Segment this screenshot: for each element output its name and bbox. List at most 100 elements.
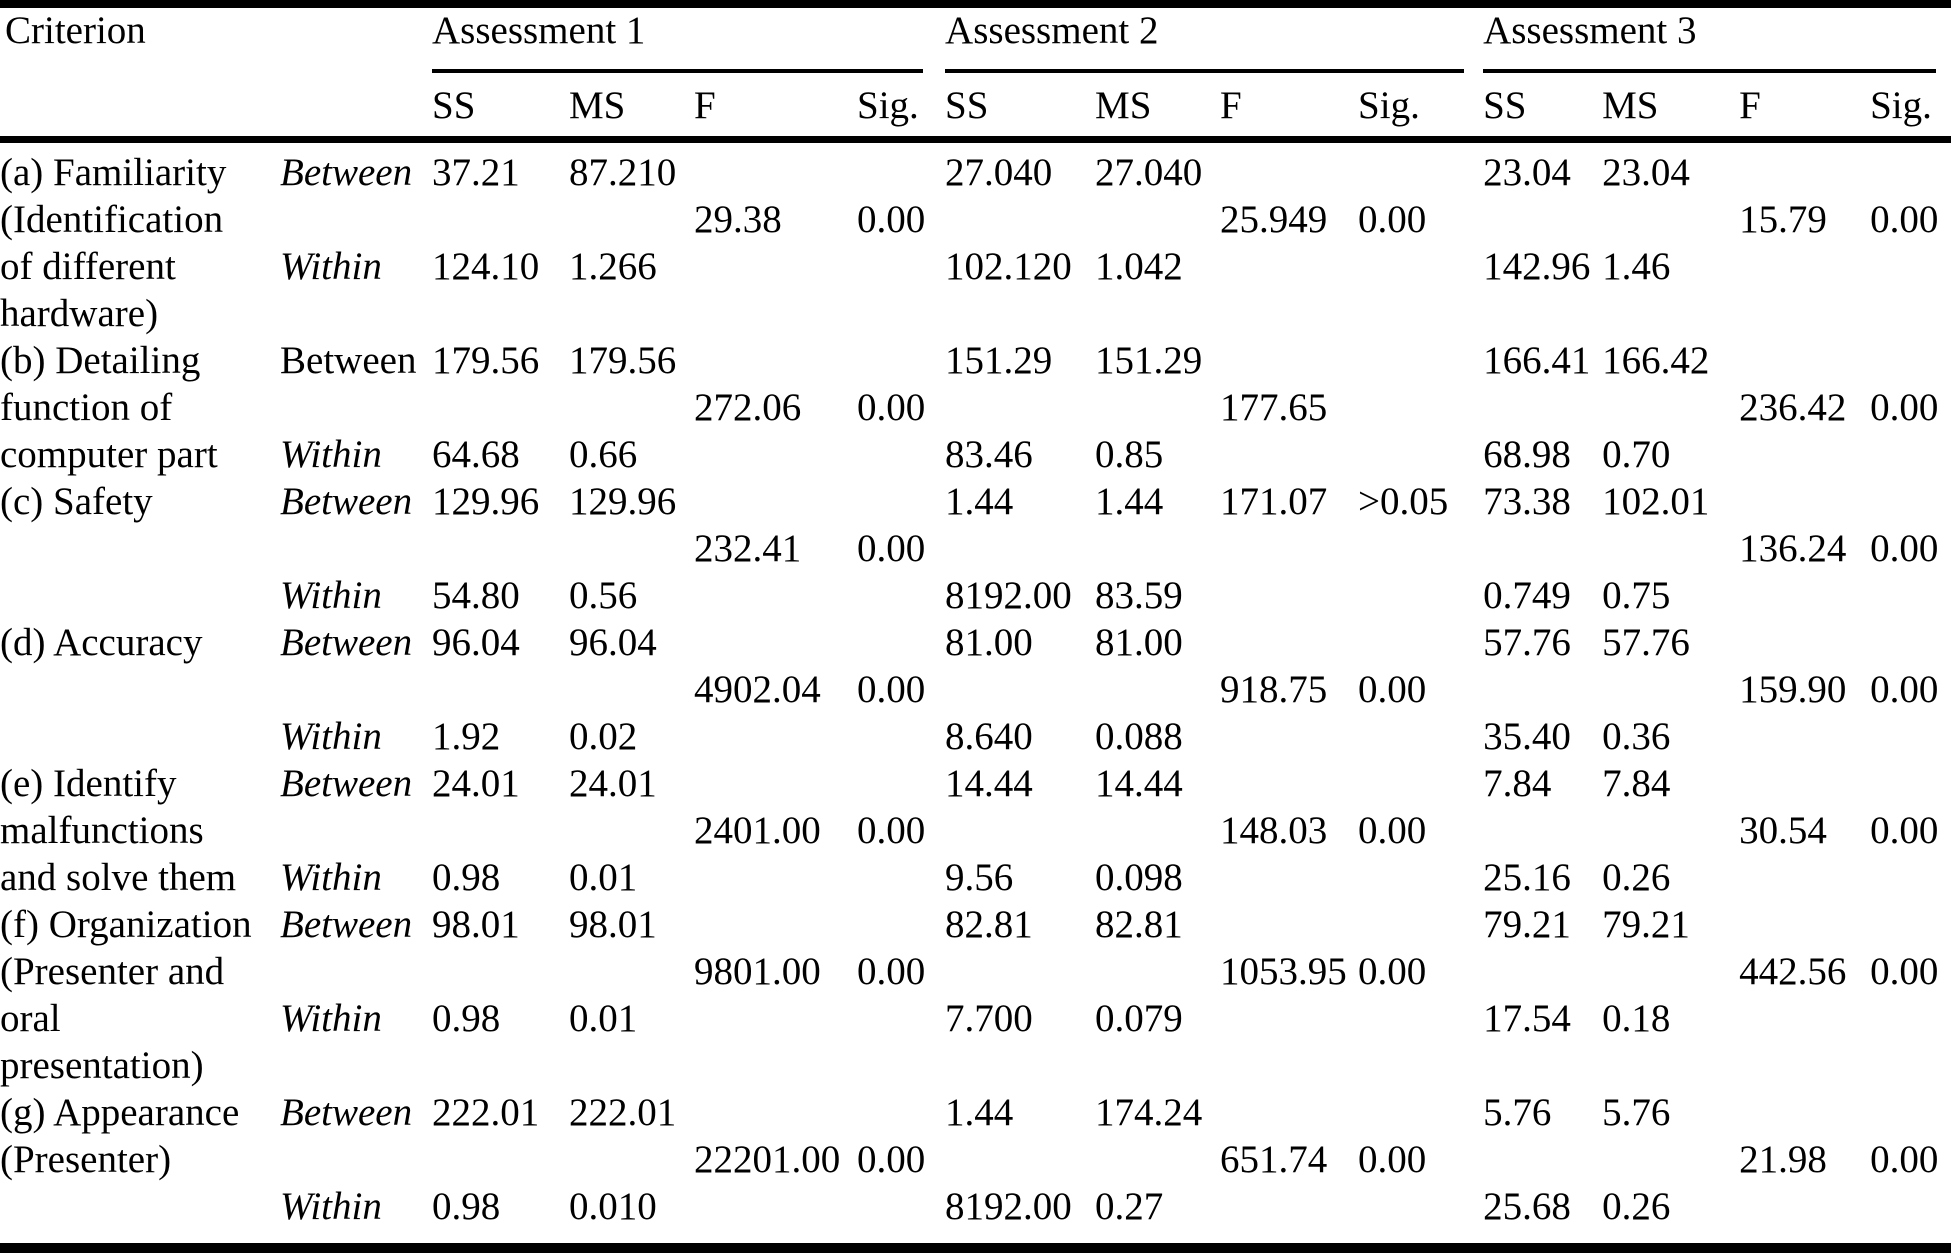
table-row: 4902.04 0.00 918.75 0.00 159.90 0.00: [0, 666, 1951, 713]
a3-f-cell: [1739, 290, 1870, 337]
a2-ss-cell: [945, 948, 1095, 995]
a1-ms-cell: 179.56: [569, 338, 677, 382]
a1-f-cell: [694, 713, 857, 760]
a1-ss-cell: 129.96: [432, 479, 540, 523]
a3-ms-cell: 0.75: [1602, 573, 1671, 617]
a3-f-cell: [1739, 572, 1870, 619]
a3-ms-cell: 166.42: [1602, 338, 1710, 382]
criterion-cell: (b) Detailing: [0, 338, 201, 382]
a2-ss-cell: 8192.00: [945, 573, 1072, 617]
a1-ms-cell: [569, 290, 694, 337]
a3-ss-header: SS: [1483, 73, 1603, 143]
a3-ms-cell: [1602, 196, 1739, 243]
a1-sig-cell: 0.00: [857, 808, 926, 852]
variance-source-cell: [280, 948, 432, 995]
a1-sig-cell: [857, 139, 945, 196]
variance-source-cell: [280, 196, 432, 243]
a1-sig-cell: [857, 290, 945, 337]
a1-ss-cell: 37.21: [432, 150, 520, 194]
a3-sig-cell: 0.00: [1870, 667, 1939, 711]
criterion-cell: (g) Appearance: [0, 1090, 240, 1134]
a2-sig-cell: 0.00: [1358, 808, 1427, 852]
a1-sig-cell: [857, 713, 945, 760]
criterion-cell: (a) Familiarity: [0, 150, 227, 194]
a3-ss-cell: [1483, 384, 1602, 431]
a2-f-cell: 171.07: [1220, 479, 1328, 523]
a2-f-cell: [1220, 337, 1358, 384]
a3-f-cell: [1739, 1183, 1870, 1230]
a3-f-cell: [1739, 139, 1870, 196]
criterion-cell: (c) Safety: [0, 479, 153, 523]
table-row: Within 0.98 0.010 8192.00 0.27 25.68 0.2…: [0, 1183, 1951, 1230]
a3-f-cell: [1739, 760, 1870, 807]
a1-sig-cell: [857, 619, 945, 666]
a1-sig-cell: 0.00: [857, 197, 926, 241]
table-row: oral Within 0.98 0.01 7.700 0.079 17.54 …: [0, 995, 1951, 1042]
a1-ss-cell: [432, 1136, 569, 1183]
a1-ss-cell: 0.98: [432, 855, 501, 899]
a1-ss-cell: 64.68: [432, 432, 520, 476]
a3-ss-cell: 5.76: [1483, 1090, 1552, 1134]
a3-sig-cell: [1870, 995, 1951, 1042]
a3-ms-cell: 57.76: [1602, 620, 1690, 664]
table-row: (d) Accuracy Between 96.04 96.04 81.00 8…: [0, 619, 1951, 666]
a1-sig-cell: [857, 1183, 945, 1230]
a1-ms-cell: [569, 196, 694, 243]
a3-ss-cell: 25.16: [1483, 855, 1571, 899]
a3-ms-cell: 23.04: [1602, 150, 1690, 194]
a3-sig-cell: [1870, 1042, 1951, 1089]
a2-ms-cell: 82.81: [1095, 902, 1183, 946]
a2-sig-cell: [1358, 995, 1483, 1042]
a1-sig-cell: [857, 243, 945, 290]
criterion-cell: function of: [0, 385, 173, 429]
criterion-cell: [0, 572, 280, 619]
table-row: (c) Safety Between 129.96 129.96 1.44 1.…: [0, 478, 1951, 525]
a3-f-cell: [1739, 337, 1870, 384]
variance-source-cell: Within: [280, 432, 382, 476]
a1-f-cell: [694, 854, 857, 901]
a1-ss-cell: 222.01: [432, 1090, 540, 1134]
a2-ms-cell: 27.040: [1095, 150, 1203, 194]
assessment2-header: Assessment 2: [945, 8, 1483, 73]
a3-ss-cell: 35.40: [1483, 714, 1571, 758]
a2-ss-cell: 1.44: [945, 1090, 1014, 1134]
criterion-cell: malfunctions: [0, 808, 204, 852]
a1-f-cell: 9801.00: [694, 949, 821, 993]
a2-sig-cell: [1358, 713, 1483, 760]
a1-sig-cell: 0.00: [857, 385, 926, 429]
criterion-cell: (d) Accuracy: [0, 620, 203, 664]
criterion-cell: of different: [0, 244, 176, 288]
criterion-header-label: Criterion: [5, 9, 146, 52]
a3-ss-cell: 17.54: [1483, 996, 1571, 1040]
a3-ss-cell: 25.68: [1483, 1184, 1571, 1228]
a1-sig-cell: [857, 1042, 945, 1089]
table-row: (g) Appearance Between 222.01 222.01 1.4…: [0, 1089, 1951, 1136]
a1-ms-cell: 222.01: [569, 1090, 677, 1134]
criterion-cell: (f) Organization: [0, 902, 252, 946]
a1-ms-cell: 0.66: [569, 432, 638, 476]
a3-ss-cell: [1483, 1136, 1602, 1183]
a3-ms-cell: 5.76: [1602, 1090, 1671, 1134]
table-row: 232.41 0.00 136.24 0.00: [0, 525, 1951, 572]
a2-f-cell: [1220, 139, 1358, 196]
a1-sig-cell: [857, 760, 945, 807]
a1-sig-cell: [857, 854, 945, 901]
criterion-cell: presentation): [0, 1043, 204, 1087]
a2-f-cell: [1220, 1183, 1358, 1230]
a2-f-cell: 918.75: [1220, 667, 1328, 711]
a1-f-cell: 4902.04: [694, 667, 821, 711]
a2-sig-cell: [1358, 431, 1483, 478]
a3-ss-cell: [1483, 196, 1602, 243]
a2-ms-cell: 0.098: [1095, 855, 1183, 899]
a1-ms-cell: 98.01: [569, 902, 657, 946]
a2-ss-cell: 82.81: [945, 902, 1033, 946]
a2-ss-cell: 14.44: [945, 761, 1033, 805]
criterion-cell: [0, 713, 280, 760]
a1-f-header: F: [694, 73, 857, 143]
a1-f-cell: 2401.00: [694, 808, 821, 852]
criterion-cell: (Presenter and: [0, 949, 225, 993]
a2-ss-cell: [945, 525, 1095, 572]
a1-ss-cell: 1.92: [432, 714, 501, 758]
a2-ms-cell: 0.079: [1095, 996, 1183, 1040]
a2-f-cell: [1220, 1089, 1358, 1136]
